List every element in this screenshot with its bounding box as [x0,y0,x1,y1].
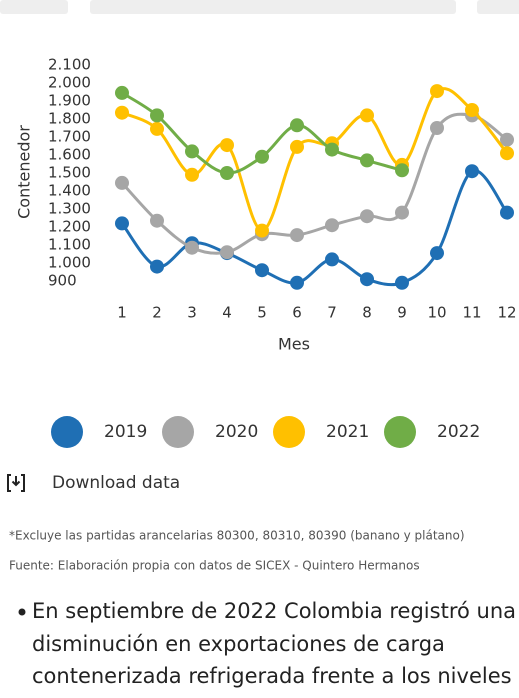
point [360,209,374,224]
tab[interactable] [477,0,519,14]
point [395,163,409,178]
download-label[interactable]: Download data [52,473,180,493]
download-icon [7,474,25,492]
note: *Excluye las partidas arancelarias 80300… [9,529,465,543]
tab[interactable] [0,0,68,14]
bullet [18,608,26,616]
point [150,108,164,123]
point [220,166,234,180]
point [290,118,304,133]
legend-label: 2020 [215,422,258,442]
point [395,275,409,290]
paragraph-line: disminución en exportaciones de carga [32,632,445,656]
point [360,153,374,168]
paragraph-line: En septiembre de 2022 Colombia registró … [32,599,516,623]
paragraph-line: contenerizada refrigerada frente a los n… [32,664,519,688]
point [115,216,129,231]
y-tick-label: 900 [48,272,77,290]
y-axis-label: Contenedor [15,125,34,219]
point [325,218,339,233]
y-tick-label: 1.900 [48,92,91,110]
y-tick-label: 1.300 [48,200,91,218]
x-tick-label: 5 [257,304,267,322]
x-tick-label: 11 [462,304,481,322]
y-tick-label: 1.400 [48,182,91,200]
x-tick-label: 3 [187,304,197,322]
point [325,142,339,157]
point [395,205,409,220]
point [500,146,514,161]
series-line [121,87,509,233]
point [220,245,234,260]
point [430,246,444,261]
y-tick-label: 1.100 [48,236,91,254]
y-tick-label: 1.200 [48,218,91,236]
legend-swatch [384,416,416,448]
tab[interactable] [90,0,456,14]
series-line [120,169,509,287]
point [185,144,199,159]
point [115,105,129,120]
point [465,164,479,179]
point [500,205,514,220]
point [500,132,514,147]
point [150,259,164,274]
point [430,121,444,135]
point [220,138,234,153]
point [465,103,479,117]
point [290,228,304,243]
x-tick-label: 1 [117,304,127,322]
point [360,272,374,287]
x-tick-label: 7 [327,304,337,322]
note: Fuente: Elaboración propia con datos de … [9,559,420,573]
x-tick-label: 10 [427,304,446,322]
point [185,240,199,255]
point [150,121,164,136]
point [325,252,339,267]
legend-swatch [162,416,194,448]
y-tick-label: 1.700 [48,128,91,146]
point [115,85,129,100]
point [150,213,164,228]
y-tick-label: 1.800 [48,110,91,128]
point [290,275,304,290]
x-tick-label: 12 [497,304,516,322]
point [255,223,269,238]
download-button[interactable]: Download data [7,473,180,493]
point [185,167,199,182]
legend-label: 2022 [437,422,480,442]
x-tick-label: 9 [397,304,407,322]
legend-label: 2021 [326,422,369,442]
x-tick-label: 4 [222,304,232,322]
x-tick-label: 6 [292,304,302,322]
y-tick-label: 1.000 [48,254,91,272]
y-tick-label: 1.600 [48,146,91,164]
y-tick-label: 2.000 [48,74,91,92]
legend-label: 2019 [104,422,147,442]
x-tick-label: 8 [362,304,372,322]
legend-swatch [51,416,83,448]
point [255,149,269,164]
point [290,139,304,154]
legend-swatch [273,416,305,448]
y-tick-label: 2.100 [48,56,91,74]
point [255,263,269,278]
point [115,175,129,190]
y-tick-label: 1.500 [48,164,91,182]
point [360,108,374,123]
x-axis-label: Mes [278,335,310,354]
x-tick-label: 2 [152,304,162,322]
point [430,84,444,99]
